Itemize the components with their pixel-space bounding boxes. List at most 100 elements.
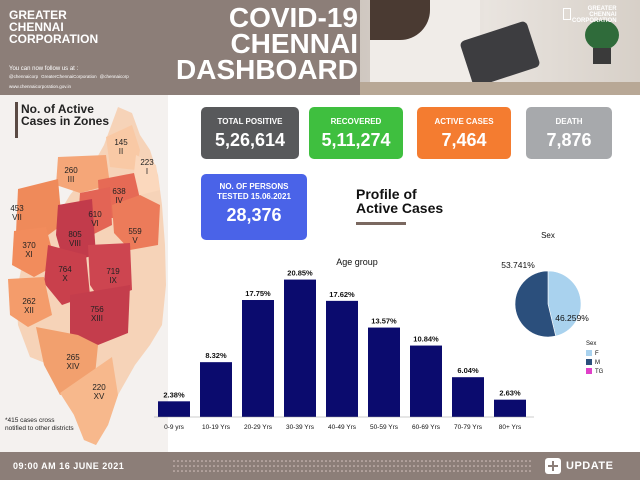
active-cases-value: 7,464 xyxy=(441,130,487,150)
persons-tested-value: 28,376 xyxy=(226,205,282,225)
update-button[interactable]: UPDATE xyxy=(545,458,613,474)
death-card[interactable]: DEATH 7,876 xyxy=(526,107,612,159)
age-tick-label: 10-19 Yrs xyxy=(202,424,231,431)
age-bar xyxy=(200,362,232,417)
zone-ii[interactable] xyxy=(106,125,140,170)
zone-ix[interactable] xyxy=(88,243,132,300)
corporation-logo-icon xyxy=(563,8,571,20)
legend-label-m: M xyxy=(595,360,600,366)
legend-label-tg: TG xyxy=(595,369,604,375)
pie-chart-title: Sex xyxy=(541,232,555,240)
follow-text: You can now follow us at : xyxy=(9,66,79,72)
legend-swatch-m xyxy=(586,359,592,365)
age-bar xyxy=(284,279,316,417)
zone-label-xi: 370 XI xyxy=(22,241,36,259)
zone-i[interactable] xyxy=(134,155,160,195)
zone-label-xii: 262 XII xyxy=(22,297,36,315)
death-value: 7,876 xyxy=(546,130,592,150)
death-label: DEATH xyxy=(555,117,583,126)
zone-xii[interactable] xyxy=(8,277,52,327)
age-bar xyxy=(452,377,484,417)
active-cases-card[interactable]: ACTIVE CASES 7,464 xyxy=(417,107,511,159)
bar-data-label: 2.63% xyxy=(499,389,521,398)
persons-tested-label: NO. OF PERSONS TESTED 15.06.2021 xyxy=(217,182,291,201)
recovered-value: 5,11,274 xyxy=(321,130,391,150)
age-tick-label: 70-79 Yrs xyxy=(454,424,483,431)
age-bar xyxy=(326,300,358,417)
pie-slice-m xyxy=(514,270,557,338)
age-bar xyxy=(368,327,400,417)
recovered-label: RECOVERED xyxy=(330,117,382,126)
zone-x[interactable] xyxy=(44,245,90,305)
zone-iii[interactable] xyxy=(56,155,110,193)
brand-name: GREATER CHENNAI CORPORATION xyxy=(9,8,99,46)
age-tick-label: 30-39 Yrs xyxy=(286,424,315,431)
total-positive-value: 5,26,614 xyxy=(214,130,286,150)
footer-dot-pattern xyxy=(173,460,531,472)
zone-xi[interactable] xyxy=(12,227,56,277)
zone-vii[interactable] xyxy=(16,179,62,241)
zone-viii[interactable] xyxy=(56,199,96,263)
profile-title: Profile of Active Cases xyxy=(356,186,444,216)
age-tick-label: 60-69 Yrs xyxy=(412,424,441,431)
zone-label-x: 764 X xyxy=(58,265,72,283)
legend-swatch-tg xyxy=(586,368,592,374)
age-bar xyxy=(410,345,442,417)
charts-area: Age group 2.38% 0-9 yrs 8.32% 10-19 Yrs 17.75… xyxy=(150,231,640,452)
pie-label-f: 46.259% xyxy=(555,313,589,323)
instagram-link[interactable]: @chennaicorp xyxy=(99,74,129,79)
zone-map-panel: No. of Active Cases in Zones 145 II 223 I … xyxy=(0,95,168,452)
zone-xv[interactable] xyxy=(60,357,118,445)
age-tick-label: 80+ Yrs xyxy=(499,424,522,431)
photo-logo-text: GREATER CHENNAI CORPORATION xyxy=(572,6,617,24)
footer-bar: 09:00 AM 16 JUNE 2021 xyxy=(0,452,640,480)
age-bar xyxy=(494,399,526,417)
age-bar xyxy=(242,300,274,417)
zone-map xyxy=(8,107,166,445)
plus-icon xyxy=(545,458,561,474)
plant-image xyxy=(585,20,619,50)
active-cases-label: ACTIVE CASES xyxy=(434,117,494,126)
zone-label-i: 223 I xyxy=(140,158,154,176)
social-links: @chennaicorp GreaterChennaiCorporation @… xyxy=(9,74,129,79)
legend-label-f: F xyxy=(595,351,599,357)
bar-data-label: 17.62% xyxy=(329,290,355,299)
zone-xiii[interactable] xyxy=(70,285,130,345)
twitter-link[interactable]: @chennaicorp xyxy=(9,74,39,79)
age-tick-label: 40-49 Yrs xyxy=(328,424,357,431)
header-photo xyxy=(360,0,640,95)
active-cases-charts: Age group 2.38% 0-9 yrs 8.32% 10-19 Yrs 17.75… xyxy=(154,231,604,431)
legend-swatch-f xyxy=(586,350,592,356)
age-bar xyxy=(158,401,190,417)
bar-data-label: 2.38% xyxy=(163,390,185,399)
update-label: UPDATE xyxy=(566,460,614,472)
age-tick-label: 20-29 Yrs xyxy=(244,424,273,431)
pie-slice-f xyxy=(547,270,582,337)
cross-notified-footnote: *415 cases cross notified to other distr… xyxy=(5,417,74,432)
zone-label-vii: 453 VII xyxy=(10,204,24,222)
age-tick-label: 0-9 yrs xyxy=(164,424,185,431)
zone-label-iii: 260 III xyxy=(64,166,78,184)
zone-label-iv: 638 IV xyxy=(112,187,126,205)
bar-data-label: 10.84% xyxy=(413,335,439,344)
recovered-card[interactable]: RECOVERED 5,11,274 xyxy=(309,107,403,159)
header-banner: GREATER CHENNAI CORPORATION You can now … xyxy=(0,0,640,95)
bar-data-label: 17.75% xyxy=(245,289,271,298)
zone-label-vi: 610 VI xyxy=(88,210,102,228)
website-link[interactable]: www.chennaicorporation.gov.in xyxy=(9,84,71,89)
zone-label-xiv: 265 XIV xyxy=(66,353,80,371)
bar-chart-title: Age group xyxy=(336,257,378,267)
total-positive-card[interactable]: TOTAL POSITIVE 5,26,614 xyxy=(201,107,299,159)
pie-label-m: 53.741% xyxy=(501,260,535,270)
zone-label-ix: 719 IX xyxy=(106,267,120,285)
dashboard-title: COVID-19 CHENNAI DASHBOARD xyxy=(176,2,358,85)
bar-data-label: 13.57% xyxy=(371,317,397,326)
zone-label-ii: 145 II xyxy=(114,138,128,156)
zone-v[interactable] xyxy=(112,195,160,250)
persons-tested-card[interactable]: NO. OF PERSONS TESTED 15.06.2021 28,376 xyxy=(201,174,307,240)
total-positive-label: TOTAL POSITIVE xyxy=(217,117,283,126)
bar-data-label: 20.85% xyxy=(287,269,313,278)
facebook-link[interactable]: GreaterChennaiCorporation xyxy=(41,74,97,79)
zone-label-viii: 805 VIII xyxy=(68,230,82,248)
zone-label-v: 559 V xyxy=(128,227,142,245)
